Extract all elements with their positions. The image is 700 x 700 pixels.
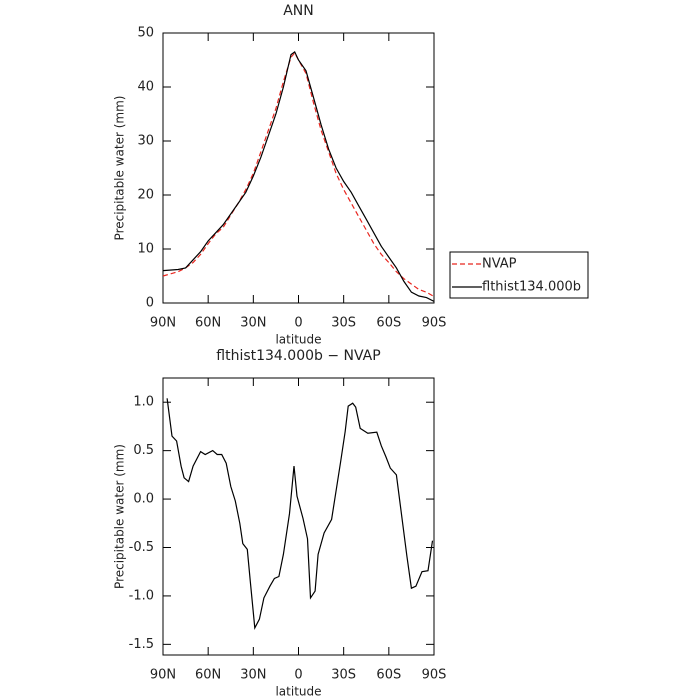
y-tick-label: 0.0 [133, 492, 154, 507]
legend-label: flthist134.000b [482, 280, 581, 295]
y-axis-label: Precipitable water (mm) [113, 444, 127, 589]
x-tick-label: 90S [422, 668, 447, 683]
y-tick-label: -1.0 [129, 588, 154, 603]
x-tick-label: 30S [331, 668, 356, 683]
x-tick-label: 60N [195, 668, 221, 683]
y-tick-label: 1.0 [133, 395, 154, 410]
x-tick-label: 90N [150, 316, 176, 331]
x-tick-label: 60S [376, 668, 401, 683]
x-tick-label: 90N [150, 668, 176, 683]
y-tick-label: 50 [137, 26, 154, 41]
x-tick-label: 30S [331, 316, 356, 331]
y-tick-label: 20 [137, 188, 154, 203]
legend-box [449, 251, 589, 299]
x-tick-label: 90S [422, 316, 447, 331]
chart-title: flthist134.000b − NVAP [216, 348, 380, 364]
plot-frame [162, 377, 435, 656]
y-tick-label: 40 [137, 80, 154, 95]
chart-title: ANN [283, 3, 314, 19]
x-tick-label: 0 [294, 668, 302, 683]
y-tick-label: 30 [137, 134, 154, 149]
y-tick-label: 0 [146, 296, 154, 311]
data-line [162, 50, 435, 302]
x-tick-label: 0 [294, 316, 302, 331]
y-tick-label: -0.5 [129, 540, 154, 555]
x-tick-label: 30N [240, 316, 266, 331]
x-tick-label: 30N [240, 668, 266, 683]
plot-frame [162, 32, 435, 304]
legend-label: NVAP [482, 257, 517, 272]
y-tick-label: 0.5 [133, 443, 154, 458]
x-axis-label: latitude [275, 685, 321, 699]
y-tick-label: 10 [137, 242, 154, 257]
data-line [166, 398, 434, 630]
x-tick-label: 60S [376, 316, 401, 331]
y-tick-label: -1.5 [129, 637, 154, 652]
data-line [162, 51, 435, 298]
y-axis-label: Precipitable water (mm) [113, 96, 127, 241]
x-tick-label: 60N [195, 316, 221, 331]
x-axis-label: latitude [275, 333, 321, 347]
